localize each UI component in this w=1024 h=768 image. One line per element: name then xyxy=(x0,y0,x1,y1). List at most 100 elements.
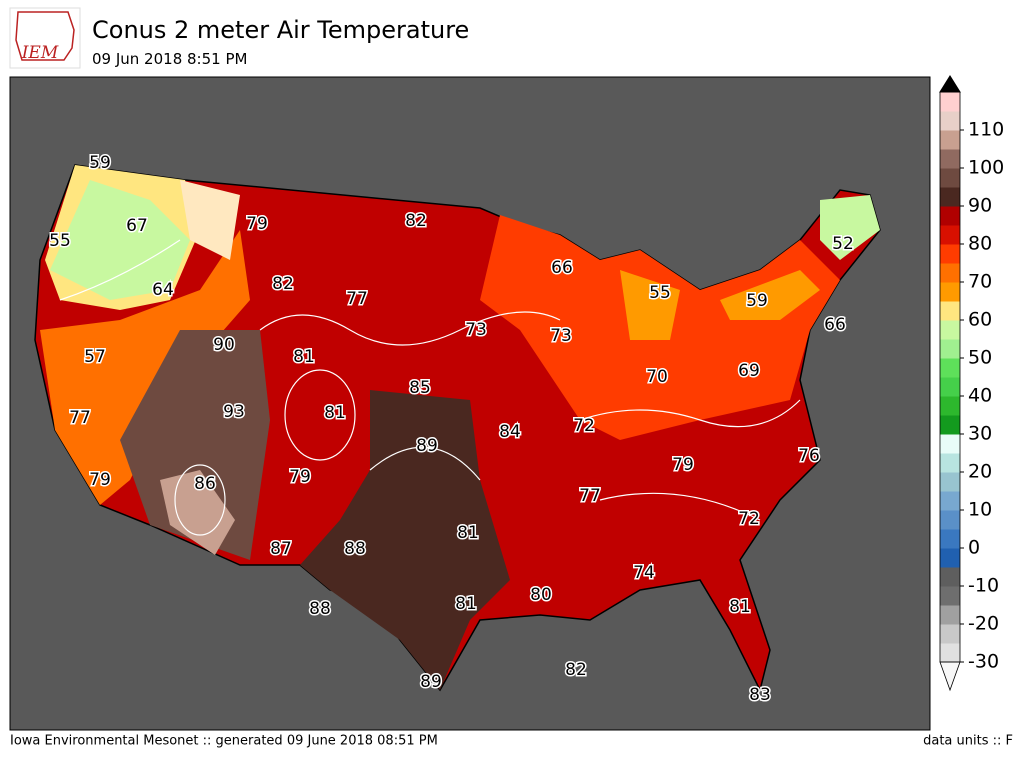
colorbar-bin xyxy=(940,396,960,416)
colorbar-bin xyxy=(940,529,960,549)
contour xyxy=(259,311,561,346)
station-value: 88 xyxy=(344,539,366,559)
station-labels: 59 67 55 64 79 82 82 77 57 90 81 73 73 66 55 59 52 66 85 93… xyxy=(48,152,856,707)
station-value: 55 xyxy=(649,283,671,303)
colorbar-bin xyxy=(940,282,960,302)
region-light-brown xyxy=(160,470,235,555)
logo: IEM xyxy=(9,7,81,69)
colorbar-bin xyxy=(940,491,960,511)
station-value: 76 xyxy=(798,446,820,466)
station-value: 77 xyxy=(69,408,91,428)
colorbar-bin xyxy=(940,510,960,530)
station-value: 90 xyxy=(213,335,235,355)
colorbar-tick-label: 60 xyxy=(968,309,992,331)
colorbar-under xyxy=(939,661,961,692)
station-value: 67 xyxy=(126,216,148,236)
colorbar-bin xyxy=(940,225,960,245)
contour xyxy=(579,399,801,428)
station-value: 79 xyxy=(246,214,268,234)
region-green-ne xyxy=(820,195,880,260)
station-value: 64 xyxy=(152,280,174,300)
station-value: 81 xyxy=(455,594,477,614)
colorbar-bin xyxy=(940,643,960,663)
station-value: 88 xyxy=(309,599,331,619)
colorbar-bin xyxy=(940,548,960,568)
colorbar-tick-label: 80 xyxy=(968,233,992,255)
contour xyxy=(284,369,356,461)
station-value: 66 xyxy=(551,258,573,278)
colorbar-tick-label: 70 xyxy=(968,271,992,293)
region-orange-ne xyxy=(620,270,820,340)
contour xyxy=(174,464,226,536)
colorbar-bin xyxy=(940,567,960,587)
colorbar-bin xyxy=(940,168,960,188)
station-value: 57 xyxy=(84,347,106,367)
station-value: 81 xyxy=(324,403,346,423)
colorbar: -30 -20 -10 0 10 20 30 40 50 60 70 80 90 100 110 xyxy=(939,75,1004,692)
colorbar-tick-label: 40 xyxy=(968,385,992,407)
contour xyxy=(59,239,181,301)
colorbar-bin xyxy=(940,377,960,397)
logo-outline xyxy=(15,11,75,61)
station-value: 81 xyxy=(457,523,479,543)
station-value: 80 xyxy=(530,585,552,605)
colorbar-bin xyxy=(940,415,960,435)
colorbar-bin xyxy=(940,320,960,340)
station-value: 85 xyxy=(409,378,431,398)
logo-text: IEM xyxy=(21,43,59,63)
region-pale xyxy=(180,180,240,260)
station-value: 82 xyxy=(272,274,294,294)
station-value: 89 xyxy=(420,672,442,692)
colorbar-bin xyxy=(940,263,960,283)
colorbar-tick-label: -10 xyxy=(968,575,999,597)
contours xyxy=(59,239,801,536)
region-brown-tx xyxy=(300,390,510,690)
colorbar-bin xyxy=(940,301,960,321)
station-value: 59 xyxy=(746,291,768,311)
station-value: 81 xyxy=(729,597,751,617)
footer-right: data units :: F xyxy=(923,734,1013,749)
colorbar-frame xyxy=(939,91,961,663)
colorbar-bin xyxy=(940,92,960,112)
station-value: 77 xyxy=(346,289,368,309)
colorbar-bin xyxy=(940,605,960,625)
subtitle: 09 Jun 2018 8:51 PM xyxy=(92,50,247,68)
colorbar-tick-label: 110 xyxy=(968,119,1004,141)
colorbar-bin xyxy=(940,472,960,492)
region-orange-w xyxy=(40,230,250,505)
colorbar-bin xyxy=(940,130,960,150)
station-value: 87 xyxy=(270,539,292,559)
colorbar-bin xyxy=(940,434,960,454)
colorbar-tick-label: 100 xyxy=(968,157,1004,179)
station-value: 73 xyxy=(465,320,487,340)
colorbar-tick-label: -30 xyxy=(968,651,999,673)
colorbar-tick-label: -20 xyxy=(968,613,999,635)
station-value: 72 xyxy=(738,509,760,529)
map-fill xyxy=(34,164,881,693)
contour xyxy=(369,446,481,481)
station-value: 79 xyxy=(89,470,111,490)
title: Conus 2 meter Air Temperature xyxy=(92,16,469,44)
station-value: 79 xyxy=(672,455,694,475)
station-value: 77 xyxy=(579,486,601,506)
region-brown-sw xyxy=(120,330,270,560)
colorbar-tick-label: 30 xyxy=(968,423,992,445)
colorbar-tick-label: 90 xyxy=(968,195,992,217)
contour xyxy=(599,492,761,521)
station-value: 72 xyxy=(573,416,595,436)
station-value: 82 xyxy=(405,211,427,231)
station-value: 83 xyxy=(749,685,771,705)
station-value: 74 xyxy=(633,563,655,583)
station-value: 93 xyxy=(223,402,245,422)
footer-left: Iowa Environmental Mesonet :: generated … xyxy=(10,734,438,749)
colorbar-bin xyxy=(940,187,960,207)
colorbar-bin xyxy=(940,244,960,264)
station-value: 89 xyxy=(416,436,438,456)
colorbar-bin xyxy=(940,358,960,378)
colorbar-bin xyxy=(940,453,960,473)
station-value: 86 xyxy=(194,474,216,494)
colorbar-tick-label: 0 xyxy=(968,537,980,559)
station-value: 73 xyxy=(550,326,572,346)
station-value: 79 xyxy=(289,467,311,487)
